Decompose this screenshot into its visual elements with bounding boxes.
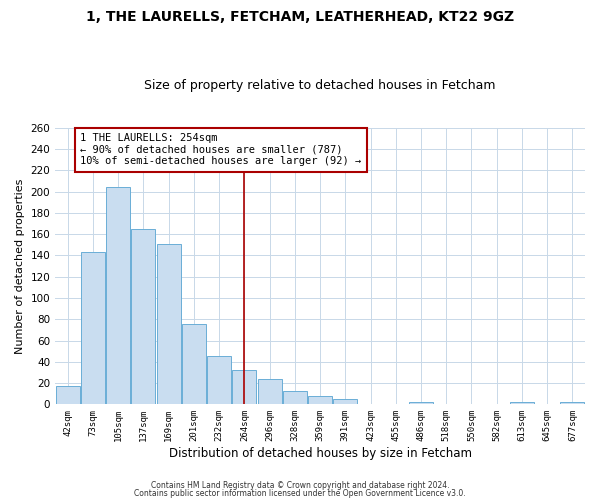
Text: 1 THE LAURELLS: 254sqm
← 90% of detached houses are smaller (787)
10% of semi-de: 1 THE LAURELLS: 254sqm ← 90% of detached…: [80, 133, 362, 166]
Text: Contains HM Land Registry data © Crown copyright and database right 2024.: Contains HM Land Registry data © Crown c…: [151, 481, 449, 490]
Bar: [106, 188, 130, 404]
Text: 1, THE LAURELLS, FETCHAM, LEATHERHEAD, KT22 9GZ: 1, THE LAURELLS, FETCHAM, LEATHERHEAD, K…: [86, 10, 514, 24]
Bar: [182, 324, 206, 404]
Bar: [510, 402, 534, 404]
Bar: [56, 386, 80, 404]
Bar: [157, 244, 181, 404]
Bar: [232, 370, 256, 404]
Bar: [283, 390, 307, 404]
Bar: [207, 356, 231, 405]
Bar: [560, 402, 584, 404]
Bar: [409, 402, 433, 404]
Bar: [131, 229, 155, 404]
Bar: [81, 252, 105, 404]
Text: Contains public sector information licensed under the Open Government Licence v3: Contains public sector information licen…: [134, 488, 466, 498]
X-axis label: Distribution of detached houses by size in Fetcham: Distribution of detached houses by size …: [169, 447, 472, 460]
Title: Size of property relative to detached houses in Fetcham: Size of property relative to detached ho…: [145, 79, 496, 92]
Bar: [308, 396, 332, 404]
Y-axis label: Number of detached properties: Number of detached properties: [15, 178, 25, 354]
Bar: [257, 379, 281, 404]
Bar: [334, 399, 357, 404]
